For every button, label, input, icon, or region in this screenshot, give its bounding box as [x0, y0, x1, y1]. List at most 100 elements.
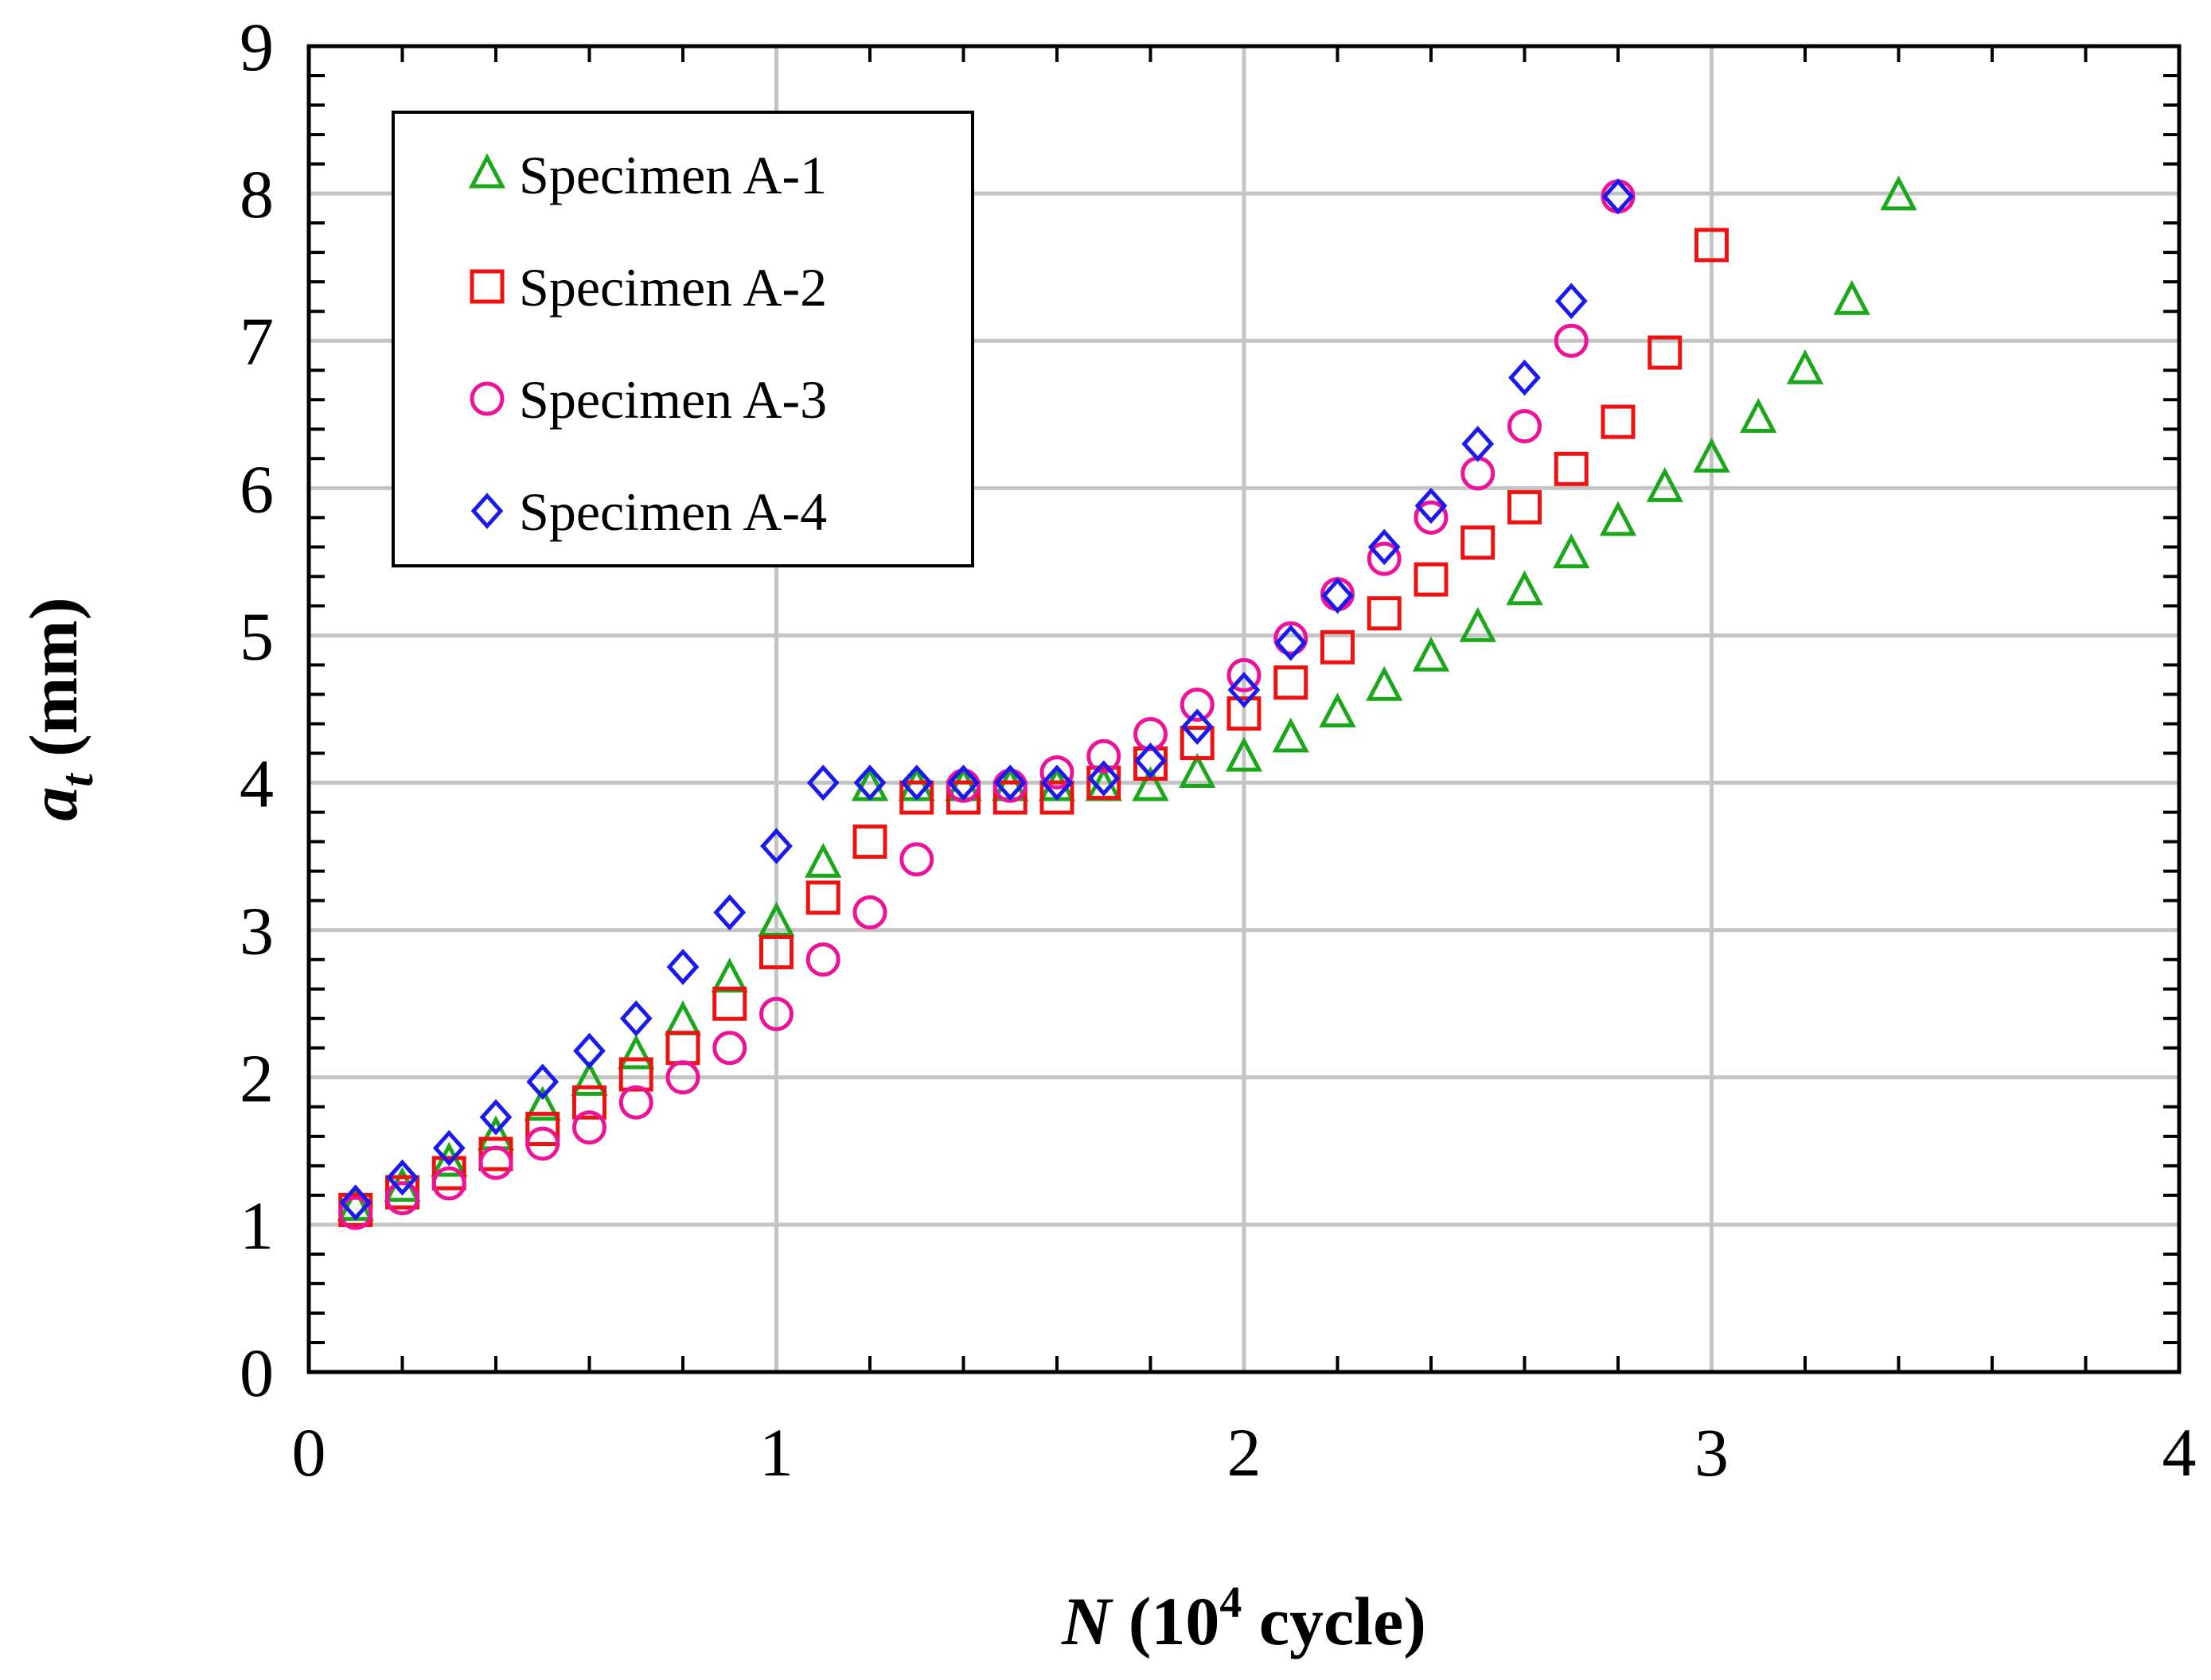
series-diamond [339, 178, 1635, 1221]
data-point [805, 880, 840, 915]
data-point [432, 1129, 466, 1167]
legend-label: Specimen A-3 [519, 369, 827, 430]
data-point [1601, 178, 1635, 215]
legend-entry: Specimen A-2 [470, 257, 827, 318]
data-point [947, 764, 980, 801]
x-tick-label: 4 [2162, 1414, 2197, 1491]
data-point [1039, 755, 1074, 790]
data-point [1367, 596, 1402, 631]
data-point [618, 1034, 655, 1070]
y-tick-label: 8 [240, 156, 274, 232]
data-point [899, 780, 934, 815]
data-point [478, 1145, 513, 1180]
y-tick-label: 1 [240, 1187, 274, 1264]
data-point [993, 764, 1027, 801]
data-point [1179, 753, 1216, 788]
data-point [1553, 533, 1590, 569]
data-point [666, 949, 700, 985]
data-point [525, 1112, 560, 1147]
data-point [385, 1181, 419, 1216]
data-point [525, 1126, 560, 1161]
y-axis-title-sub: t [51, 773, 103, 787]
data-point [572, 1085, 606, 1120]
data-point [1321, 577, 1354, 614]
data-point [1225, 736, 1263, 772]
y-axis-title-post: (mm) [15, 597, 92, 774]
data-point [1601, 404, 1636, 439]
data-point [1506, 570, 1543, 606]
y-tick-label: 3 [240, 893, 274, 969]
data-point [431, 1166, 466, 1201]
data-point [1693, 437, 1730, 473]
legend-entry: Specimen A-1 [468, 145, 827, 205]
data-point [386, 1159, 419, 1196]
data-point [1366, 665, 1403, 701]
data-point [1134, 743, 1167, 779]
data-point [1273, 665, 1308, 700]
x-axis-title: N (104 cycle) [1061, 1578, 1426, 1659]
legend-marker [470, 493, 504, 529]
data-point [852, 824, 887, 859]
data-point [431, 1141, 468, 1177]
data-point [338, 1195, 373, 1230]
data-point [1648, 335, 1683, 370]
data-point [1273, 621, 1308, 656]
x-tick-label: 3 [1694, 1414, 1729, 1491]
x-axis-title-sup: 4 [1219, 1578, 1242, 1627]
data-point [1414, 487, 1448, 524]
y-tick-labels: 0 1 2 3 4 5 6 7 8 9 [240, 9, 274, 1411]
data-point [760, 828, 793, 864]
data-point [665, 1060, 700, 1095]
data-point [1646, 466, 1683, 502]
data-point [1507, 409, 1542, 444]
data-point [1414, 500, 1449, 535]
data-point [431, 1156, 466, 1191]
y-tick-label: 4 [240, 746, 274, 822]
x-axis-title-post: cycle) [1242, 1583, 1426, 1659]
data-point [1086, 739, 1121, 774]
y-tick-label: 9 [240, 9, 274, 85]
data-point [806, 764, 840, 801]
data-point [1786, 349, 1824, 384]
data-point [1226, 696, 1261, 731]
x-axis-title-pre: (10 [1111, 1583, 1219, 1659]
legend: Specimen A-1 Specimen A-2 Specimen A-3 Spec… [392, 111, 974, 567]
data-point [1461, 426, 1495, 462]
data-point [1740, 397, 1777, 433]
legend-marker [470, 381, 505, 416]
minor-ticks [309, 46, 2179, 1372]
y-tick-label: 6 [240, 450, 274, 527]
legend-marker [468, 153, 506, 189]
data-point [759, 996, 794, 1031]
data-point [619, 1000, 653, 1037]
data-point [1460, 525, 1495, 560]
legend-label: Specimen A-4 [519, 481, 827, 542]
data-point [712, 1031, 747, 1066]
data-point [713, 894, 747, 931]
y-tick-label: 0 [240, 1335, 274, 1411]
data-point [526, 1063, 560, 1101]
data-point [1367, 541, 1402, 576]
legend-entry: Specimen A-3 [470, 369, 827, 430]
data-point [1274, 624, 1308, 661]
legend-label: Specimen A-1 [519, 145, 827, 205]
series-square [338, 228, 1729, 1227]
data-point [1180, 708, 1214, 745]
x-tick-label: 0 [292, 1414, 326, 1491]
legend-marker [470, 269, 505, 304]
data-point [805, 942, 840, 977]
data-point [712, 986, 747, 1021]
data-point [900, 764, 934, 801]
data-point [1367, 528, 1401, 566]
data-point [805, 843, 842, 878]
data-point [339, 1184, 372, 1221]
data-point [1412, 636, 1450, 672]
series-circle [338, 179, 1636, 1230]
data-point [1554, 451, 1589, 486]
data-point [1039, 780, 1074, 815]
data-point [1508, 359, 1541, 396]
data-point [1414, 562, 1449, 597]
data-point [946, 780, 981, 815]
data-point [1226, 657, 1261, 692]
